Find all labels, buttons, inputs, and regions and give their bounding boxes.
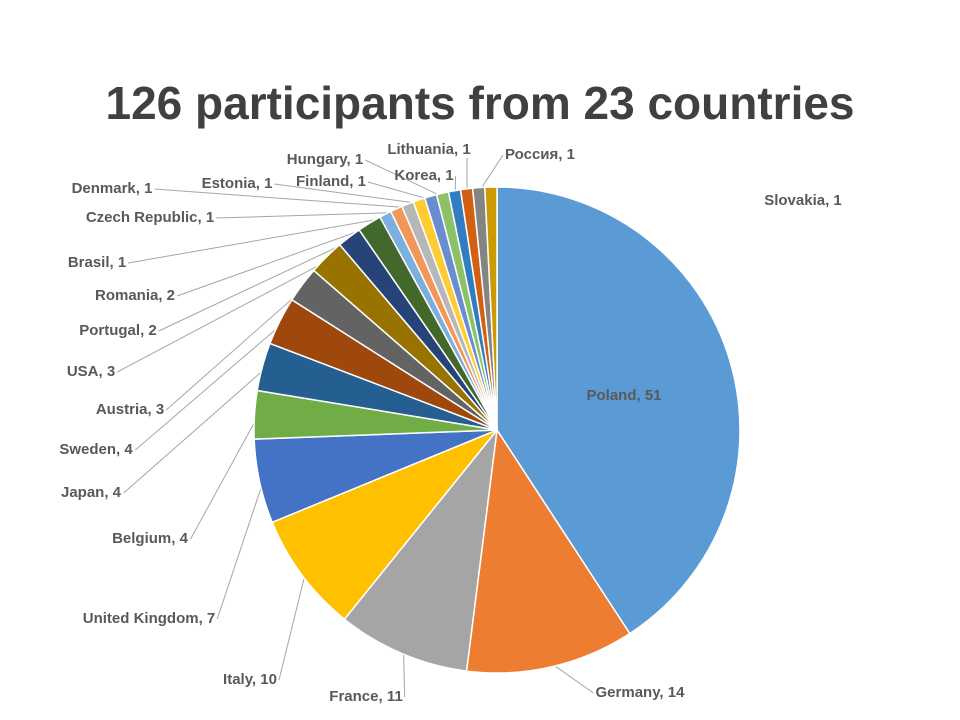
data-label: Lithuania, 1 bbox=[387, 141, 470, 158]
leader-line bbox=[402, 649, 406, 698]
leader-line bbox=[123, 367, 267, 494]
data-label: Japan, 4 bbox=[61, 484, 122, 501]
leader-line bbox=[190, 414, 259, 540]
chart-title: 126 participants from 23 countries bbox=[105, 77, 854, 129]
data-label: Belgium, 4 bbox=[112, 530, 189, 547]
data-label: Austria, 3 bbox=[96, 401, 164, 418]
leader-lines bbox=[116, 154, 594, 698]
pie-slice bbox=[271, 429, 498, 621]
pie-slice bbox=[484, 186, 498, 431]
data-label: Czech Republic, 1 bbox=[86, 209, 214, 226]
data-label: Hungary, 1 bbox=[287, 151, 363, 168]
data-label: France, 11 bbox=[329, 688, 402, 705]
leader-line bbox=[116, 259, 330, 373]
leader-line bbox=[367, 181, 432, 201]
data-label: Slovakia, 1 bbox=[764, 192, 842, 209]
leader-line bbox=[154, 188, 410, 209]
leader-line bbox=[478, 154, 504, 192]
data-label: Portugal, 2 bbox=[79, 322, 157, 339]
data-label: Sweden, 4 bbox=[59, 441, 133, 458]
data-label: Germany, 14 bbox=[596, 684, 686, 701]
data-label: United Kingdom, 7 bbox=[83, 610, 216, 627]
leader-line bbox=[278, 572, 306, 681]
data-label: Россия, 1 bbox=[505, 146, 575, 163]
leader-line bbox=[158, 239, 352, 332]
data-label: USA, 3 bbox=[67, 363, 115, 380]
pie-slice bbox=[343, 427, 499, 672]
data-label: Finland, 1 bbox=[296, 173, 366, 190]
leader-line bbox=[128, 217, 388, 264]
data-label: Poland, 51 bbox=[586, 387, 661, 404]
data-label: Brasil, 1 bbox=[68, 254, 126, 271]
leader-line bbox=[274, 183, 421, 205]
leader-line bbox=[364, 159, 444, 198]
data-label: Italy, 10 bbox=[223, 671, 277, 688]
leader-line bbox=[550, 662, 594, 694]
leader-line bbox=[135, 322, 284, 451]
data-label: Denmark, 1 bbox=[72, 180, 153, 197]
leader-line bbox=[165, 286, 306, 411]
leader-line bbox=[216, 480, 264, 620]
data-label: Korea, 1 bbox=[394, 167, 453, 184]
leader-line bbox=[216, 211, 398, 219]
leader-line bbox=[176, 226, 372, 297]
data-label: Romania, 2 bbox=[95, 287, 175, 304]
pie-slice bbox=[465, 427, 631, 674]
data-label: Estonia, 1 bbox=[202, 175, 273, 192]
